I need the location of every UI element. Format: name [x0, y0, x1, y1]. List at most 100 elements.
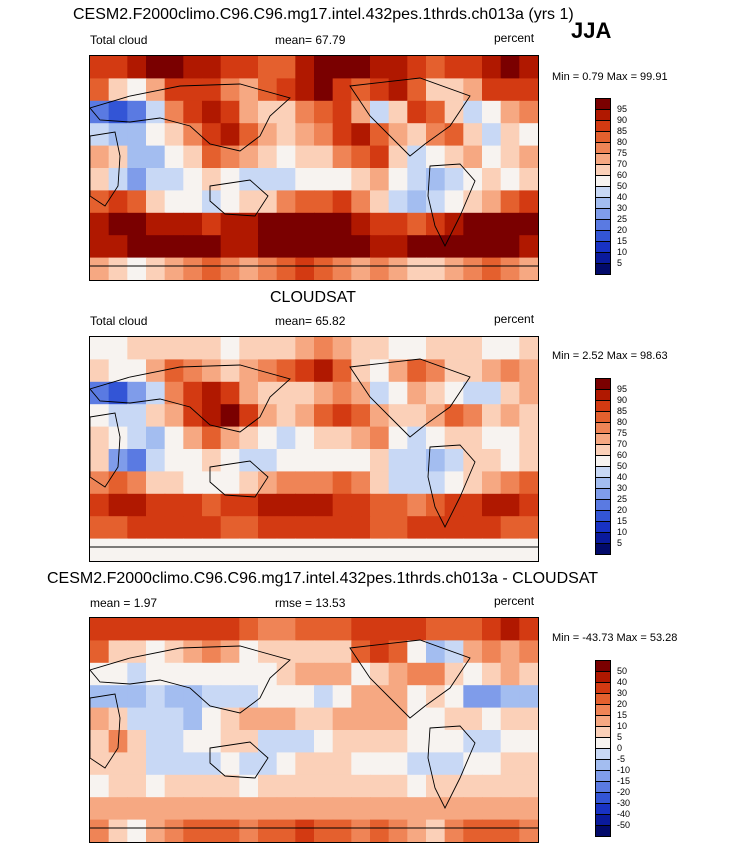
heat-cell — [426, 752, 446, 776]
heat-cell — [332, 471, 352, 495]
heat-cell — [314, 730, 334, 753]
heat-cell — [482, 730, 502, 753]
heat-cell — [239, 493, 259, 517]
heat-cell — [295, 685, 315, 709]
heat-cell — [90, 337, 110, 360]
heat-cell — [388, 235, 408, 259]
heat-cell — [332, 538, 352, 561]
heat-cell — [164, 618, 184, 641]
heat-cell — [239, 774, 259, 798]
heat-cell — [314, 235, 334, 259]
heat-cell — [220, 168, 240, 191]
heat-cell — [239, 56, 259, 79]
heat-cell — [164, 797, 184, 821]
heat-cell — [183, 78, 203, 102]
heat-cell — [351, 471, 371, 495]
heat-cell — [388, 685, 408, 709]
heat-cell — [407, 774, 427, 798]
heat-cell — [108, 359, 128, 383]
heat-cell — [146, 538, 166, 561]
heat-cell — [258, 774, 278, 798]
heat-cell — [370, 707, 390, 731]
heat-cell — [90, 449, 110, 472]
heat-cell — [295, 426, 315, 450]
heat-cell — [407, 516, 427, 540]
heat-cell — [164, 819, 184, 842]
heat-cell — [202, 235, 222, 259]
heat-cell — [388, 381, 408, 405]
heat-cell — [183, 538, 203, 561]
heat-cell — [351, 56, 371, 79]
colorbar-tick-label: 5 — [617, 258, 623, 268]
heat-cell — [276, 337, 296, 360]
heat-cell — [127, 404, 147, 428]
heat-cell — [164, 359, 184, 383]
heat-cell — [295, 212, 315, 236]
heat-cell — [370, 257, 390, 280]
heat-cell — [127, 685, 147, 709]
heat-cell — [90, 516, 110, 540]
colorbar-tick-label: 90 — [617, 395, 628, 405]
heat-cell — [500, 168, 520, 191]
heat-cell — [482, 100, 502, 124]
heat-cell — [146, 640, 166, 664]
heat-cell — [276, 404, 296, 428]
heat-cell — [370, 359, 390, 383]
heat-cell — [146, 381, 166, 405]
heat-cell — [314, 145, 334, 169]
heat-cell — [500, 359, 520, 383]
heat-cell — [388, 212, 408, 236]
heat-cell — [444, 404, 464, 428]
heat-cell — [407, 359, 427, 383]
heat-cell — [444, 618, 464, 641]
heat-cell — [220, 774, 240, 798]
heat-cell — [314, 538, 334, 561]
heat-cell — [426, 449, 446, 472]
heat-cell — [220, 257, 240, 280]
heat-cell — [164, 56, 184, 79]
coastline — [90, 131, 121, 207]
heat-cell — [426, 381, 446, 405]
heat-cell — [164, 752, 184, 776]
colorbar-tick-label: -10 — [617, 765, 631, 775]
heat-cell — [426, 538, 446, 561]
panel-3-mean: mean = 1.97 — [90, 596, 158, 610]
heat-cell — [351, 168, 371, 191]
heat-cell — [220, 471, 240, 495]
heat-cell — [276, 471, 296, 495]
heat-cell — [426, 471, 446, 495]
heat-cell — [239, 819, 259, 842]
heat-cell — [108, 123, 128, 147]
panel-1-left-label: Total cloud — [90, 33, 148, 47]
heat-cell — [519, 752, 538, 776]
heat-cell — [351, 685, 371, 709]
heat-cell — [482, 618, 502, 641]
coastline — [349, 77, 471, 157]
colorbar-swatch — [595, 263, 611, 275]
heat-cell — [388, 640, 408, 664]
heat-cell — [463, 819, 483, 842]
heat-cell — [500, 100, 520, 124]
heat-cell — [407, 493, 427, 517]
heat-cell — [388, 618, 408, 641]
heat-cell — [519, 212, 538, 236]
heat-cell — [463, 145, 483, 169]
panel-3-heatmap — [90, 618, 538, 842]
heat-cell — [407, 471, 427, 495]
heat-cell — [463, 538, 483, 561]
heat-cell — [407, 78, 427, 102]
heat-cell — [276, 797, 296, 821]
heat-cell — [444, 123, 464, 147]
heat-cell — [108, 404, 128, 428]
heat-cell — [332, 797, 352, 821]
colorbar-tick-label: 90 — [617, 115, 628, 125]
heat-cell — [388, 516, 408, 540]
heat-cell — [90, 640, 110, 664]
heat-cell — [108, 640, 128, 664]
colorbar-tick-label: 75 — [617, 148, 628, 158]
heat-cell — [239, 685, 259, 709]
heat-cell — [108, 100, 128, 124]
heat-cell — [519, 618, 538, 641]
heat-cell — [258, 212, 278, 236]
heat-cell — [407, 381, 427, 405]
